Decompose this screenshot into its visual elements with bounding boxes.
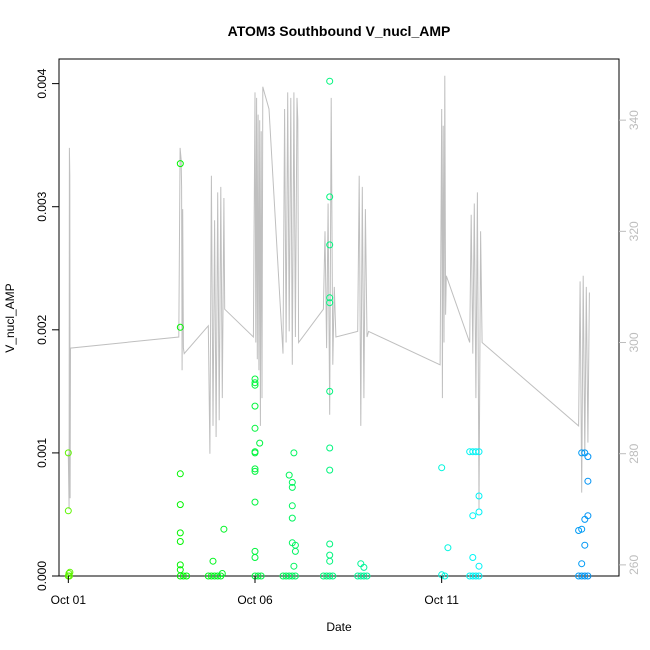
data-point bbox=[64, 449, 72, 457]
data-point bbox=[472, 448, 480, 456]
data-point bbox=[329, 572, 337, 580]
data-point bbox=[251, 449, 259, 457]
data-point bbox=[179, 572, 187, 580]
data-point bbox=[256, 439, 264, 447]
data-point bbox=[176, 160, 184, 168]
data-point bbox=[176, 538, 184, 545]
data-point bbox=[218, 570, 226, 577]
data-point bbox=[257, 572, 265, 580]
data-point bbox=[475, 508, 483, 516]
data-point bbox=[176, 323, 184, 331]
data-point bbox=[291, 547, 299, 555]
data-point bbox=[326, 77, 334, 85]
data-point bbox=[469, 554, 477, 561]
data-point bbox=[251, 381, 259, 389]
data-point bbox=[251, 379, 259, 387]
data-point bbox=[290, 562, 298, 570]
y-tick-label: 0.001 bbox=[35, 438, 49, 468]
y-tick-label: 0.002 bbox=[35, 314, 49, 344]
y2-tick-label: 340 bbox=[627, 110, 641, 130]
data-point bbox=[251, 467, 259, 475]
data-point bbox=[475, 492, 483, 500]
y2-tick-label: 260 bbox=[627, 555, 641, 575]
data-point bbox=[319, 572, 327, 580]
data-point bbox=[176, 470, 184, 478]
plot-frame bbox=[58, 58, 620, 577]
data-point bbox=[584, 453, 592, 461]
y2-tick-label: 300 bbox=[627, 332, 641, 352]
data-point bbox=[326, 557, 334, 565]
data-point bbox=[176, 501, 184, 509]
data-point bbox=[326, 387, 334, 395]
data-point bbox=[288, 483, 296, 491]
data-point bbox=[360, 563, 368, 571]
data-point bbox=[251, 498, 259, 506]
y-tick-label: 0.003 bbox=[35, 191, 49, 221]
data-point bbox=[326, 466, 334, 474]
data-point bbox=[65, 570, 73, 577]
data-point bbox=[209, 557, 217, 565]
data-point bbox=[438, 464, 446, 472]
data-point bbox=[251, 402, 259, 410]
data-point bbox=[584, 477, 592, 485]
data-point bbox=[251, 424, 259, 432]
data-point bbox=[581, 515, 589, 523]
y2-tick-label: 280 bbox=[627, 443, 641, 463]
x-tick-label: Oct 01 bbox=[51, 593, 87, 607]
data-point bbox=[64, 507, 72, 515]
data-point bbox=[251, 547, 259, 555]
data-point bbox=[469, 512, 477, 520]
y2-tick-label: 320 bbox=[627, 221, 641, 241]
data-point bbox=[360, 572, 368, 580]
data-point bbox=[575, 527, 583, 534]
data-point bbox=[581, 541, 589, 549]
data-point bbox=[285, 471, 293, 479]
y-axis-label: V_nucl_AMP bbox=[3, 283, 17, 352]
data-point bbox=[291, 572, 299, 580]
data-point bbox=[472, 572, 480, 580]
data-point bbox=[578, 525, 586, 533]
data-point bbox=[326, 241, 334, 249]
data-point bbox=[288, 514, 296, 522]
data-point bbox=[220, 525, 228, 533]
data-point bbox=[326, 299, 334, 307]
x-tick-label: Oct 06 bbox=[237, 593, 273, 607]
data-point bbox=[326, 444, 334, 452]
data-point bbox=[251, 465, 259, 473]
data-point bbox=[475, 448, 483, 456]
secondary-line-layer bbox=[67, 75, 590, 510]
data-point bbox=[288, 502, 296, 510]
data-point bbox=[176, 529, 184, 537]
x-axis-label: Date bbox=[326, 620, 352, 634]
x-tick-label: Oct 11 bbox=[424, 593, 459, 607]
data-point bbox=[475, 572, 483, 580]
points-layer bbox=[64, 77, 592, 580]
data-point bbox=[183, 572, 191, 580]
chart-title: ATOM3 Southbound V_nucl_AMP bbox=[228, 23, 451, 39]
data-point bbox=[66, 568, 74, 576]
data-point bbox=[578, 560, 586, 568]
data-point bbox=[288, 572, 296, 580]
data-point bbox=[584, 572, 592, 580]
axes-layer: 0.000 0.001 0.002 0.003 0.004 260 280 300 320 340… bbox=[35, 68, 641, 607]
data-point bbox=[326, 193, 334, 201]
y-tick-label: 0.004 bbox=[35, 68, 49, 98]
data-point bbox=[288, 478, 296, 486]
data-point bbox=[578, 449, 586, 457]
data-point bbox=[326, 551, 334, 559]
data-point bbox=[176, 561, 184, 569]
data-point bbox=[290, 449, 298, 457]
data-point bbox=[444, 544, 452, 552]
data-point bbox=[475, 562, 483, 570]
data-point bbox=[326, 540, 334, 548]
data-point bbox=[251, 554, 259, 561]
y-tick-label: 0.000 bbox=[35, 561, 49, 591]
data-point bbox=[581, 572, 589, 580]
data-point bbox=[326, 294, 334, 302]
data-point bbox=[65, 572, 73, 580]
data-point bbox=[363, 572, 371, 580]
secondary-series-line bbox=[67, 75, 590, 510]
